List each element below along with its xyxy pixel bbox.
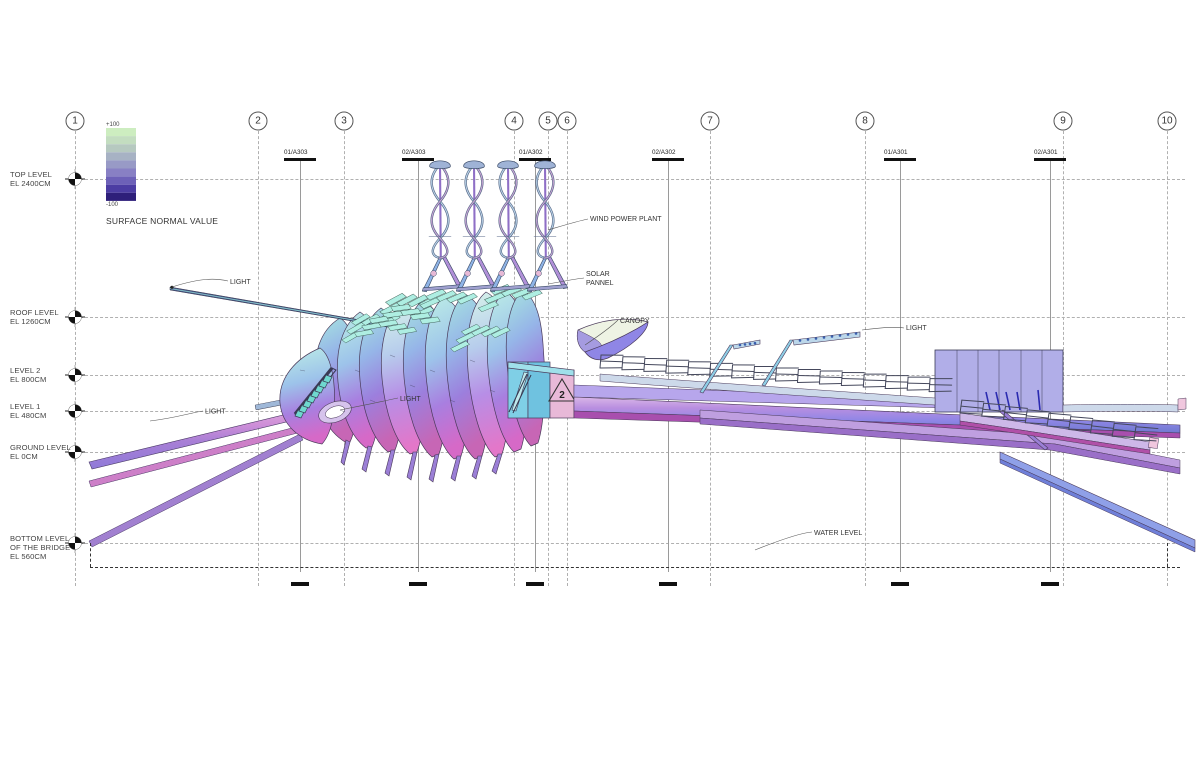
svg-text:LIGHT: LIGHT — [906, 325, 927, 332]
svg-text:CANOPY: CANOPY — [620, 318, 650, 325]
svg-text:PANNEL: PANNEL — [586, 280, 614, 287]
svg-text:SOLAR: SOLAR — [586, 271, 610, 278]
svg-text:WATER LEVEL: WATER LEVEL — [814, 530, 862, 537]
svg-text:LIGHT: LIGHT — [400, 396, 421, 403]
svg-text:LIGHT: LIGHT — [230, 279, 251, 286]
svg-text:LIGHT: LIGHT — [205, 409, 226, 416]
svg-text:WIND POWER PLANT: WIND POWER PLANT — [590, 216, 662, 223]
svg-text:2: 2 — [559, 390, 565, 401]
